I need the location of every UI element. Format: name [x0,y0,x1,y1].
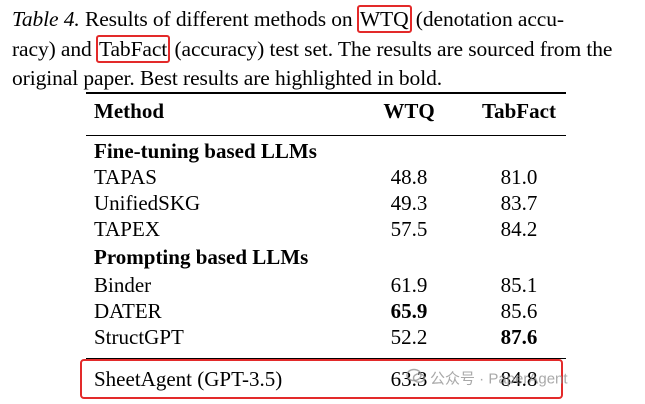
caption-highlight-tabfact: TabFact [98,36,168,61]
cell-tabfact: 85.6 [500,299,538,323]
section-title: Fine-tuning based LLMs [94,139,317,163]
cell-wtq: 57.5 [390,217,428,241]
cell-wtq: 52.2 [390,325,428,349]
cell-tabfact: 84.2 [500,217,538,241]
cell-wtq: 61.9 [390,273,428,297]
cell-wtq-best: 65.9 [390,299,428,323]
table-caption: Table 4. Results of different methods on… [12,5,644,94]
highlight-box-sheetagent-row [80,359,563,399]
table-header-rule [86,135,566,136]
table-row: StructGPT 52.2 87.6 [86,324,566,350]
table-row: TAPEX 57.5 84.2 [86,216,566,242]
table-row-sheetagent: SheetAgent (GPT-3.5) 63.3 84.8 [86,366,566,392]
table-row: UnifiedSKG 49.3 83.7 [86,190,566,216]
cell-method: TAPAS [94,165,157,189]
cell-tabfact: 84.8 [500,367,538,391]
cell-wtq: 49.3 [390,191,428,215]
cell-method: DATER [94,299,162,323]
section-title-prompting: Prompting based LLMs [86,244,566,270]
caption-text-after: (accuracy) test set. The results are sou… [12,36,613,91]
caption-label: Table 4. [12,7,80,31]
caption-text-before: Results of different methods on [79,7,358,31]
table-bottom-rule [86,358,566,359]
cell-method: SheetAgent (GPT-3.5) [94,367,283,391]
cell-method: UnifiedSKG [94,191,201,215]
caption-text-middle-a: (denotation accu- [410,7,564,31]
table-header-row: Method WTQ TabFact [86,98,566,124]
header-wtq: WTQ [383,99,435,123]
cell-tabfact: 83.7 [500,191,538,215]
wechat-icon [406,368,426,391]
highlight-box-tabfact: TabFact [95,34,171,63]
table-row: TAPAS 48.8 81.0 [86,164,566,190]
cell-tabfact: 81.0 [500,165,538,189]
header-method: Method [94,99,164,123]
watermark: 公众号 · PaperAgent [406,368,568,390]
cell-method: StructGPT [94,325,184,349]
table-row: Binder 61.9 85.1 [86,272,566,298]
section-title-finetuning: Fine-tuning based LLMs [86,138,566,164]
cell-tabfact: 85.1 [500,273,538,297]
caption-highlight-wtq: WTQ [359,7,409,31]
highlight-box-wtq: WTQ [356,5,412,33]
cell-method: Binder [94,273,152,297]
header-tabfact: TabFact [482,99,556,123]
cell-method: TAPEX [94,217,160,241]
section-title: Prompting based LLMs [94,245,309,269]
cell-tabfact-best: 87.6 [500,325,538,349]
table-row: DATER 65.9 85.6 [86,298,566,324]
caption-text-middle-b: racy) and [12,36,97,61]
watermark-text: 公众号 · PaperAgent [430,370,568,388]
table-top-rule [86,92,566,94]
cell-wtq: 48.8 [390,165,428,189]
